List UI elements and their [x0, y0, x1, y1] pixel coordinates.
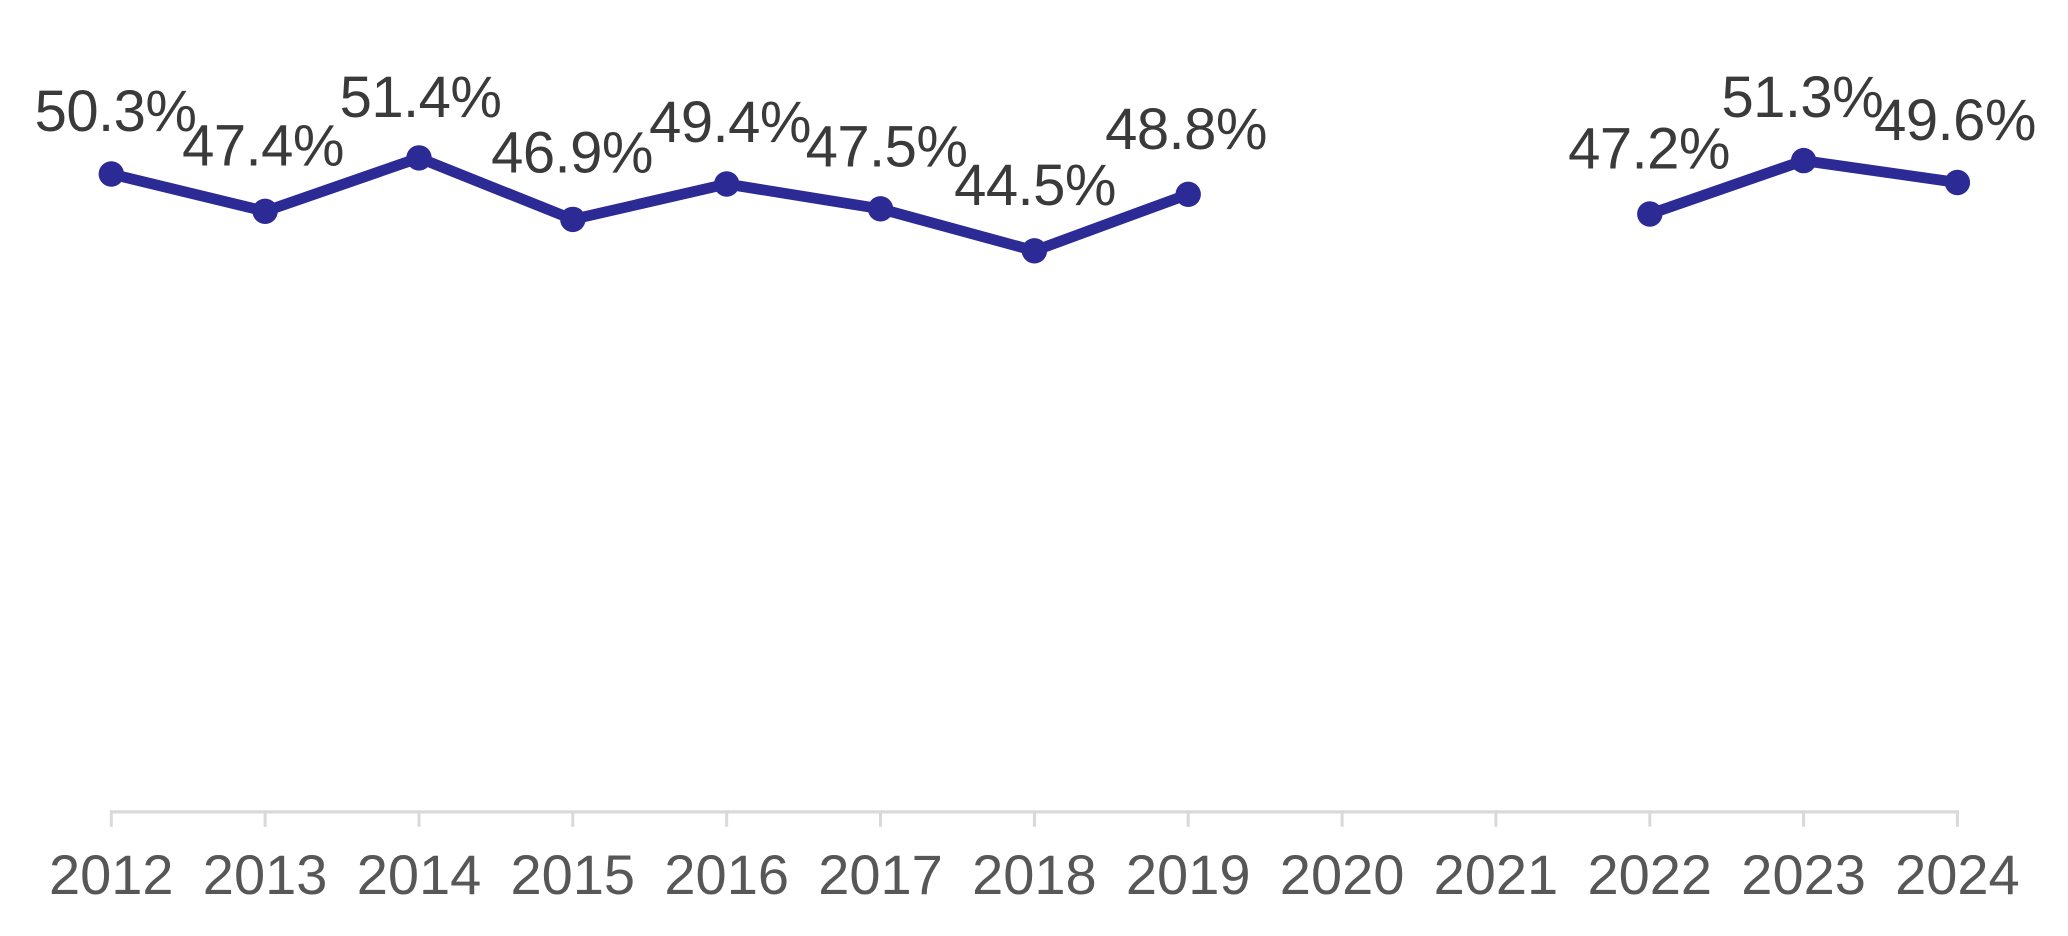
svg-text:47.5%: 47.5% [806, 115, 968, 180]
svg-text:2012: 2012 [49, 843, 174, 906]
svg-text:48.8%: 48.8% [1105, 97, 1267, 162]
svg-text:47.4%: 47.4% [182, 114, 344, 179]
svg-text:2013: 2013 [203, 843, 328, 906]
svg-text:2016: 2016 [664, 843, 789, 906]
svg-text:2020: 2020 [1280, 843, 1405, 906]
svg-text:51.4%: 51.4% [340, 65, 502, 130]
svg-text:2023: 2023 [1741, 843, 1866, 906]
svg-text:2019: 2019 [1126, 843, 1251, 906]
svg-text:51.3%: 51.3% [1721, 65, 1883, 130]
svg-text:47.2%: 47.2% [1568, 117, 1730, 182]
svg-text:2014: 2014 [357, 843, 482, 906]
svg-text:49.4%: 49.4% [649, 90, 811, 155]
svg-text:49.6%: 49.6% [1874, 88, 2036, 153]
svg-text:2015: 2015 [511, 843, 636, 906]
svg-text:44.5%: 44.5% [954, 153, 1116, 218]
svg-text:2018: 2018 [972, 843, 1097, 906]
svg-text:50.3%: 50.3% [35, 79, 197, 144]
svg-text:46.9%: 46.9% [491, 121, 653, 186]
svg-text:2022: 2022 [1588, 843, 1713, 906]
svg-text:2021: 2021 [1434, 843, 1559, 906]
svg-text:2024: 2024 [1895, 843, 2020, 906]
svg-text:2017: 2017 [818, 843, 943, 906]
